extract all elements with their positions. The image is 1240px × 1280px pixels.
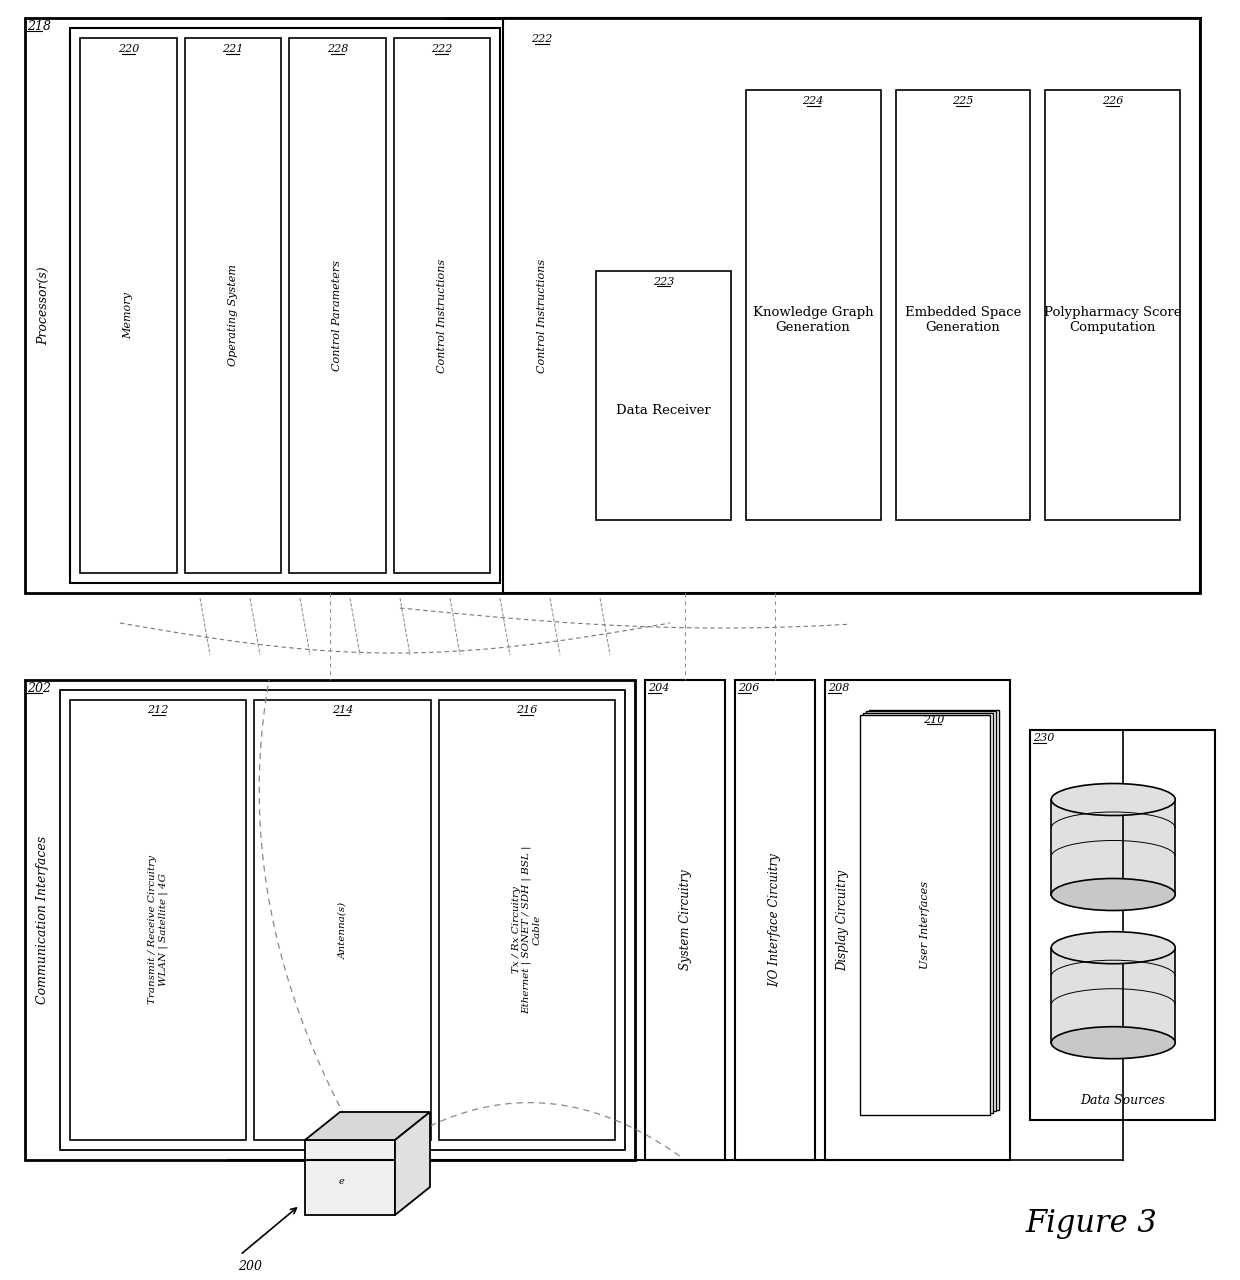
Text: Antenna(s): Antenna(s) bbox=[339, 901, 347, 959]
Bar bbox=[1030, 730, 1215, 1120]
Bar bbox=[81, 38, 176, 573]
Bar bbox=[289, 38, 386, 573]
Text: Embedded Space
Generation: Embedded Space Generation bbox=[905, 306, 1021, 334]
Text: 228: 228 bbox=[326, 44, 348, 54]
Bar bbox=[393, 38, 490, 573]
Bar bbox=[866, 712, 996, 1111]
Bar bbox=[439, 700, 615, 1140]
Text: 206: 206 bbox=[738, 684, 759, 692]
Text: 214: 214 bbox=[332, 705, 353, 716]
Polygon shape bbox=[305, 1112, 430, 1140]
Ellipse shape bbox=[1052, 783, 1176, 815]
Text: Memory: Memory bbox=[123, 292, 133, 339]
Text: 212: 212 bbox=[148, 705, 169, 716]
Text: 222: 222 bbox=[531, 35, 553, 44]
Bar bbox=[25, 18, 1200, 593]
Bar bbox=[254, 700, 430, 1140]
Text: 208: 208 bbox=[828, 684, 849, 692]
Text: 218: 218 bbox=[27, 20, 51, 33]
Bar bbox=[25, 680, 635, 1160]
Text: Processor(s): Processor(s) bbox=[37, 266, 51, 344]
Text: Operating System: Operating System bbox=[228, 265, 238, 366]
Text: 230: 230 bbox=[1033, 733, 1054, 742]
Polygon shape bbox=[396, 1112, 430, 1215]
Text: Control Instructions: Control Instructions bbox=[436, 259, 446, 372]
Text: Communication Interfaces: Communication Interfaces bbox=[36, 836, 50, 1004]
Text: 221: 221 bbox=[222, 44, 243, 54]
Text: 210: 210 bbox=[924, 714, 945, 724]
Bar bbox=[596, 270, 730, 520]
Text: Tx / Rx Circuitry
Ethernet | SONET / SDH | BSL |
Cable: Tx / Rx Circuitry Ethernet | SONET / SDH… bbox=[512, 846, 542, 1014]
Text: Control Parameters: Control Parameters bbox=[332, 260, 342, 371]
Text: 220: 220 bbox=[118, 44, 139, 54]
Ellipse shape bbox=[1052, 878, 1176, 910]
Bar bbox=[645, 680, 725, 1160]
Text: 204: 204 bbox=[649, 684, 670, 692]
Text: System Circuitry: System Circuitry bbox=[678, 869, 692, 970]
Bar bbox=[508, 28, 577, 582]
Text: 225: 225 bbox=[952, 96, 973, 106]
Bar bbox=[503, 18, 1200, 593]
Bar bbox=[735, 680, 815, 1160]
Bar bbox=[69, 28, 500, 582]
Text: e: e bbox=[339, 1176, 343, 1185]
Bar bbox=[305, 1140, 396, 1215]
Bar bbox=[1052, 800, 1176, 895]
Bar bbox=[745, 90, 880, 520]
Text: Polypharmacy Score
Computation: Polypharmacy Score Computation bbox=[1044, 306, 1182, 334]
Bar bbox=[895, 90, 1030, 520]
Bar bbox=[1045, 90, 1180, 520]
Ellipse shape bbox=[1052, 932, 1176, 964]
Text: 222: 222 bbox=[432, 44, 453, 54]
Text: 202: 202 bbox=[27, 682, 51, 695]
Text: Data Sources: Data Sources bbox=[1080, 1093, 1164, 1106]
Ellipse shape bbox=[1052, 1027, 1176, 1059]
Text: User Interfaces: User Interfaces bbox=[920, 881, 930, 969]
Text: Display Circuitry: Display Circuitry bbox=[837, 869, 849, 970]
Bar bbox=[1052, 947, 1176, 1043]
Bar bbox=[60, 690, 625, 1149]
Bar bbox=[863, 713, 993, 1114]
Text: Knowledge Graph
Generation: Knowledge Graph Generation bbox=[753, 306, 873, 334]
Text: Figure 3: Figure 3 bbox=[1025, 1208, 1157, 1239]
Bar bbox=[861, 716, 990, 1115]
Bar bbox=[185, 38, 281, 573]
Text: Transmit / Receive Circuitry
WLAN | Satellite | 4G: Transmit / Receive Circuitry WLAN | Sate… bbox=[149, 855, 169, 1005]
Text: 216: 216 bbox=[516, 705, 537, 716]
Text: 223: 223 bbox=[652, 276, 675, 287]
Text: 224: 224 bbox=[802, 96, 823, 106]
Bar bbox=[69, 700, 247, 1140]
Text: 200: 200 bbox=[238, 1261, 262, 1274]
Text: Data Receiver: Data Receiver bbox=[616, 403, 711, 417]
Bar bbox=[825, 680, 1011, 1160]
Text: 226: 226 bbox=[1102, 96, 1123, 106]
Text: I/O Interface Circuitry: I/O Interface Circuitry bbox=[769, 854, 781, 987]
Text: Control Instructions: Control Instructions bbox=[537, 259, 547, 372]
Bar bbox=[869, 709, 999, 1110]
